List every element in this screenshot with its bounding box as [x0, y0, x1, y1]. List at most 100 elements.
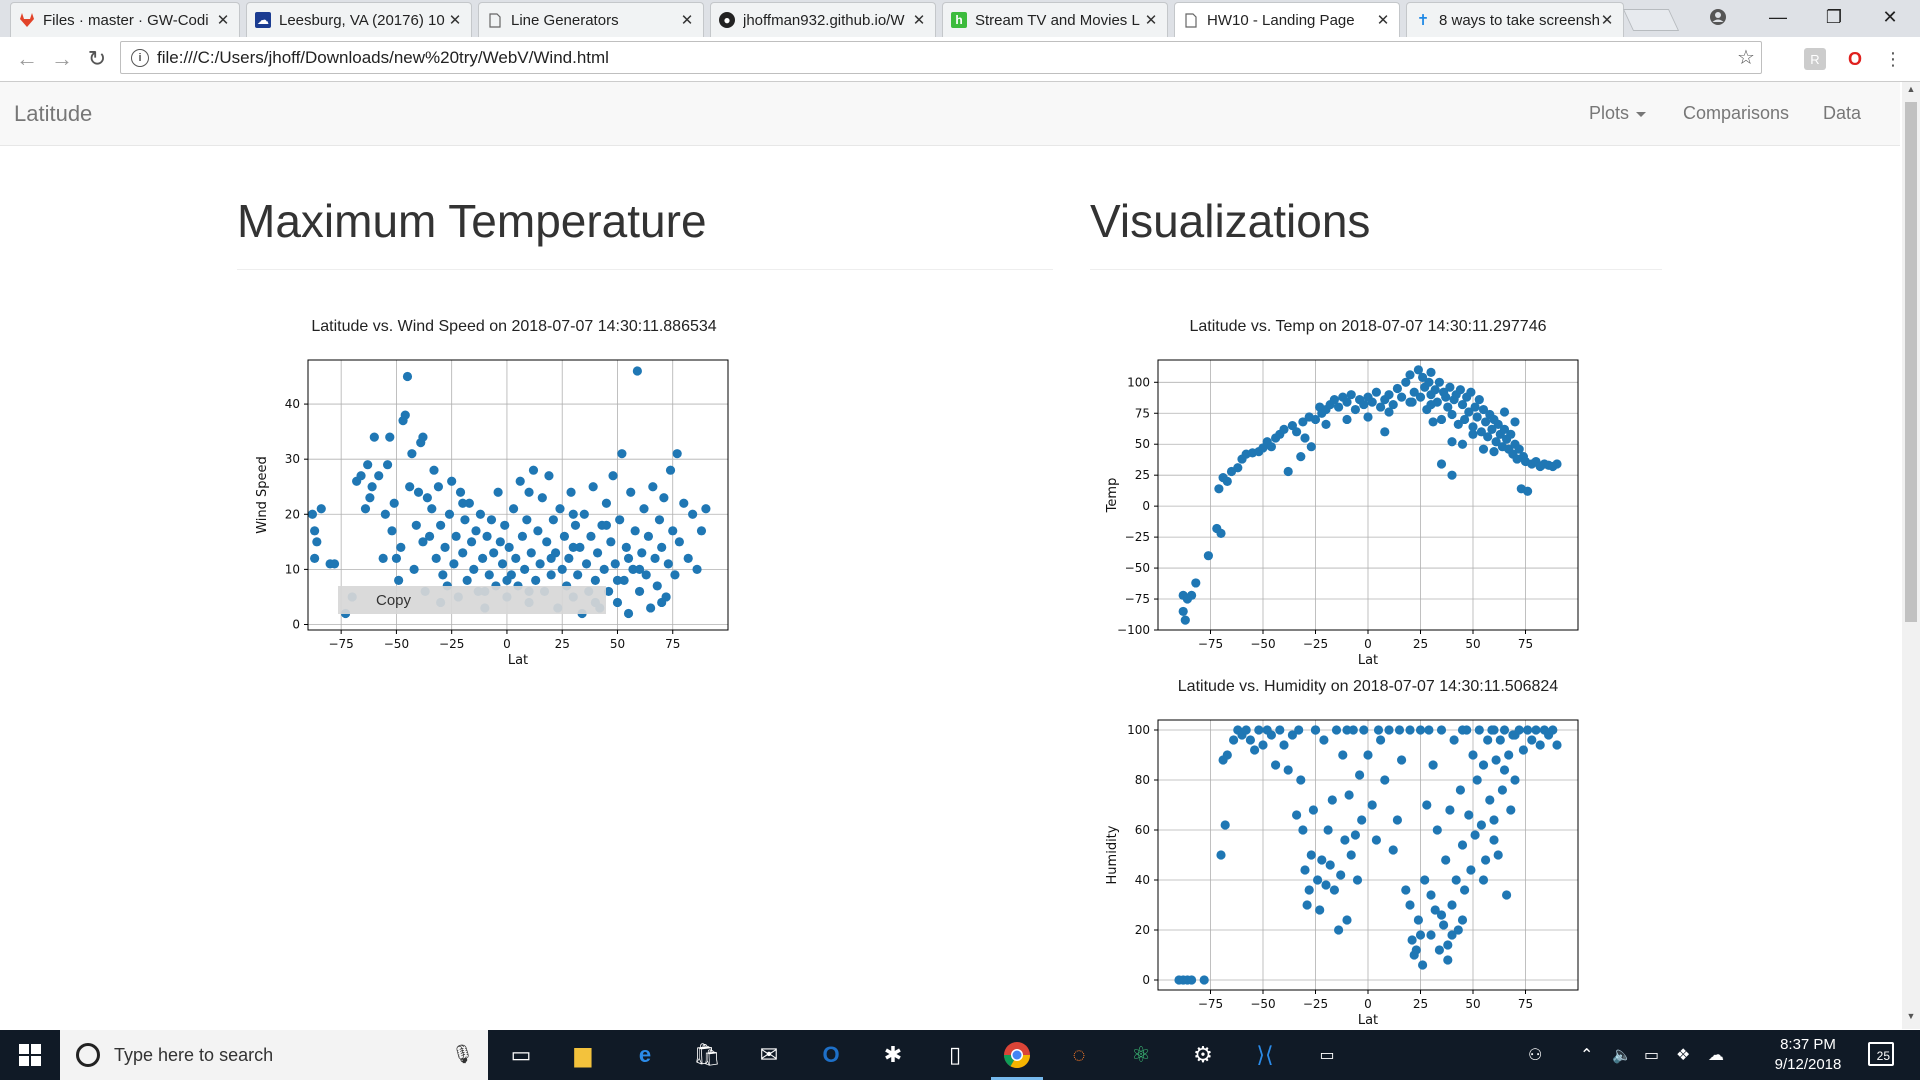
data-point — [402, 371, 413, 382]
dropbox-icon[interactable]: ❖ — [1676, 1047, 1691, 1064]
address-bar[interactable]: i file:///C:/Users/jhoff/Downloads/new%2… — [120, 41, 1762, 74]
vscode-icon[interactable]: ⟩⟨ — [1256, 1042, 1274, 1067]
data-point — [1367, 397, 1377, 407]
microphone-icon[interactable]: 🎙 — [451, 1044, 474, 1064]
jupyter-icon[interactable]: ◌ — [1072, 1042, 1086, 1067]
store-icon[interactable]: 🛍 — [693, 1042, 721, 1067]
opera-icon[interactable]: O — [1847, 48, 1862, 69]
nav-comparisons[interactable]: Comparisons — [1683, 103, 1790, 123]
data-point — [544, 471, 554, 481]
x-tick-label: 75 — [665, 637, 680, 651]
data-point — [1342, 725, 1352, 735]
notifications-icon[interactable]: 25 — [1868, 1042, 1894, 1066]
windows-logo-icon — [19, 1044, 41, 1066]
browser-tab[interactable]: ● jhoffman932.github.io/W ✕ — [710, 2, 936, 37]
back-button[interactable]: ← — [16, 46, 38, 71]
info-icon[interactable]: i — [131, 48, 149, 67]
data-point — [1401, 885, 1411, 895]
data-point — [394, 575, 404, 586]
data-point — [608, 471, 618, 481]
data-point — [1336, 870, 1346, 880]
taskbar-search[interactable]: Type here to search 🎙 — [60, 1030, 488, 1080]
reload-button[interactable]: ↻ — [87, 46, 107, 71]
data-point — [1346, 390, 1356, 400]
outlook-icon[interactable]: O — [822, 1042, 840, 1067]
data-point — [1363, 412, 1373, 422]
browser-tab[interactable]: h Stream TV and Movies L ✕ — [942, 2, 1168, 37]
edge-icon[interactable]: e — [638, 1042, 652, 1067]
url-text[interactable]: file:///C:/Users/jhoff/Downloads/new%20t… — [157, 47, 609, 67]
close-icon[interactable]: ✕ — [1600, 12, 1614, 29]
task-view-icon[interactable]: ▭ — [510, 1042, 532, 1067]
chevron-up-icon[interactable]: ⌃ — [1580, 1047, 1594, 1064]
forward-button[interactable]: → — [51, 46, 73, 71]
close-window-button[interactable]: ✕ — [1882, 6, 1898, 27]
data-point — [1266, 730, 1276, 740]
mail-icon[interactable]: ✉ — [759, 1042, 779, 1067]
scroll-thumb[interactable] — [1905, 102, 1917, 622]
page-scrollbar[interactable]: ▲ ▼ — [1902, 82, 1920, 1029]
scroll-up-arrow-icon[interactable]: ▲ — [1906, 84, 1916, 94]
data-point — [1453, 419, 1463, 430]
cloud-upload-icon[interactable]: ☁ — [1708, 1047, 1724, 1064]
data-point — [659, 493, 669, 503]
new-tab-button[interactable] — [1622, 9, 1680, 31]
data-point — [1334, 925, 1344, 935]
restore-button[interactable]: ❐ — [1825, 6, 1843, 27]
close-icon[interactable]: ✕ — [1144, 12, 1158, 29]
file-icon[interactable]: ▯ — [948, 1042, 962, 1067]
x-tick-label: 50 — [1465, 637, 1480, 651]
extension-icon[interactable]: R — [1804, 48, 1826, 70]
y-tick-label: 0 — [1142, 499, 1150, 513]
navbar-brand[interactable]: Latitude — [14, 101, 93, 126]
y-tick-label: 100 — [1127, 723, 1150, 737]
data-point — [1279, 740, 1289, 750]
scroll-down-arrow-icon[interactable]: ▼ — [1906, 1011, 1916, 1021]
data-point — [1470, 830, 1480, 840]
nav-data[interactable]: Data — [1823, 103, 1862, 123]
close-icon[interactable]: ✕ — [1376, 12, 1390, 29]
volume-icon[interactable]: 🔈 — [1612, 1047, 1632, 1064]
battery-icon[interactable]: ▭ — [1644, 1047, 1660, 1064]
data-point — [1472, 775, 1482, 785]
close-icon[interactable]: ✕ — [216, 12, 230, 29]
data-point — [1436, 459, 1447, 469]
browser-tab[interactable]: Files · master · GW-Codi ✕ — [10, 2, 240, 37]
y-tick-label: 100 — [1127, 375, 1150, 389]
plots-dropdown[interactable]: Plots — [1589, 103, 1647, 124]
data-point — [1434, 377, 1444, 387]
file-explorer-icon[interactable]: ▆ — [574, 1042, 592, 1067]
x-tick-label: −75 — [1198, 637, 1223, 651]
data-point — [1380, 775, 1390, 785]
temp-chart: −75 −50 −25 0 25 50 75 −100 −75 −50 −25 0 25 50 75 100 L… — [1105, 359, 1579, 668]
bookmark-star-icon[interactable]: ☆ — [1737, 47, 1755, 69]
data-point — [665, 465, 676, 475]
browser-tab-active[interactable]: HW10 - Landing Page ✕ — [1174, 2, 1400, 37]
x-tick-label: −50 — [1250, 637, 1275, 651]
menu-icon[interactable]: ⋮ — [1884, 48, 1902, 69]
data-point — [1535, 740, 1545, 750]
profile-icon[interactable] — [1690, 0, 1746, 34]
data-point — [1428, 760, 1438, 770]
terminal-icon[interactable]: ▭ — [1319, 1047, 1335, 1064]
data-point — [674, 537, 684, 547]
close-icon[interactable]: ✕ — [448, 12, 462, 29]
chrome-icon[interactable] — [991, 1039, 1043, 1080]
taskbar-clock[interactable]: 8:37 PM 9/12/2018 — [1768, 1035, 1848, 1075]
people-icon[interactable]: ⚇ — [1528, 1047, 1543, 1064]
copy-button[interactable]: Copy — [338, 586, 606, 614]
atom-icon[interactable]: ⚛ — [1131, 1042, 1151, 1067]
close-icon[interactable]: ✕ — [912, 12, 926, 29]
minimize-button[interactable]: — — [1769, 6, 1787, 27]
browser-tab[interactable]: ✝ 8 ways to take screensh ✕ — [1406, 2, 1624, 37]
settings-gear-icon[interactable]: ⚙ — [1193, 1042, 1213, 1067]
data-point — [654, 515, 665, 525]
data-point — [451, 531, 461, 541]
browser-tab[interactable]: ☁ Leesburg, VA (20176) 10 ✕ — [246, 2, 472, 37]
data-point — [1491, 755, 1501, 765]
browser-tab[interactable]: Line Generators ✕ — [478, 2, 704, 37]
start-button[interactable] — [0, 1030, 60, 1080]
data-point — [1502, 890, 1512, 900]
slack-icon[interactable]: ✱ — [883, 1042, 903, 1067]
close-icon[interactable]: ✕ — [680, 12, 694, 29]
